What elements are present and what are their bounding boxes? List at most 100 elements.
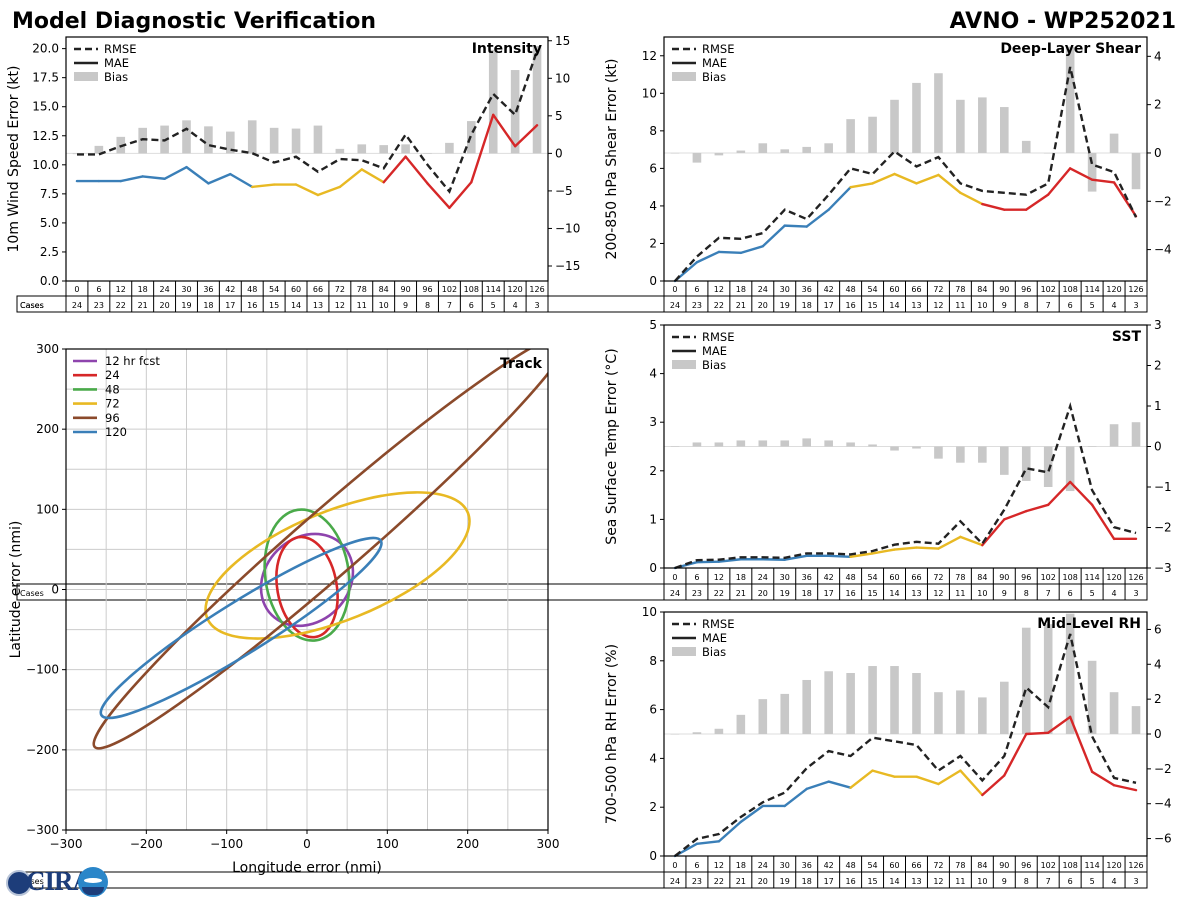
case-count-cell: 16 (247, 301, 257, 310)
mae-segment (1048, 168, 1070, 194)
bias-bar (824, 440, 833, 446)
case-count-cell: 11 (955, 877, 965, 886)
forecast-hour-cell: 126 (1128, 573, 1143, 582)
y-axis-label: Latitude error (nmi) (8, 521, 24, 659)
forecast-hour-cell: 90 (999, 285, 1009, 294)
bias-bar (802, 147, 811, 153)
bias-bar (1132, 422, 1141, 446)
forecast-hour-cell: 54 (867, 285, 877, 294)
case-count-cell: 22 (714, 301, 724, 310)
case-count-cell: 14 (889, 589, 899, 598)
track-ellipses (74, 312, 589, 772)
legend-mae-label: MAE (702, 56, 727, 70)
plot-title: Deep-Layer Shear (1000, 41, 1141, 57)
y-axis-label: 10m Wind Speed Error (kt) (6, 66, 22, 253)
cira-globe-icon (78, 867, 108, 897)
panel-track: −300−300−200−200−100−1000010010020020030… (8, 312, 589, 876)
case-count-cell: 9 (1002, 301, 1007, 310)
mae-segment (982, 519, 1004, 545)
mae-segment (741, 246, 763, 253)
bias-bar (824, 143, 833, 153)
y2tick-label: −3 (1154, 561, 1172, 575)
case-count-cell: 23 (692, 589, 702, 598)
mae-segment (1004, 734, 1026, 775)
legend-bias-swatch (672, 647, 696, 656)
case-count-cell: 17 (824, 877, 834, 886)
y2tick-label: 2 (1154, 98, 1162, 112)
bias-bar (1088, 447, 1097, 448)
case-count-cell: 11 (357, 301, 367, 310)
bias-bar (693, 153, 702, 163)
y2tick-label: 3 (1154, 318, 1162, 332)
legend-bias-label: Bias (702, 645, 726, 659)
bias-bar (824, 671, 833, 734)
case-count-cell: 3 (534, 301, 539, 310)
mae-segment (916, 175, 938, 183)
forecast-hour-cell: 66 (313, 285, 323, 294)
forecast-hour-cell: 18 (736, 861, 746, 870)
forecast-hour-cell: 66 (911, 861, 921, 870)
forecast-hour-cell: 54 (867, 861, 877, 870)
forecast-hour-cell: 120 (1106, 285, 1121, 294)
forecast-hour-cell: 48 (846, 861, 856, 870)
y2tick-label: −10 (555, 221, 580, 235)
bias-bar (715, 442, 724, 446)
y2tick-label: −1 (1154, 480, 1172, 494)
ytick-label: 10 (642, 86, 657, 100)
forecast-hour-cell: 6 (694, 285, 699, 294)
y-axis-label: 200-850 hPa Shear Error (kt) (604, 59, 620, 260)
y2tick-label: 0 (1154, 440, 1162, 454)
case-count-cell: 9 (1002, 589, 1007, 598)
forecast-hour-cell: 90 (999, 861, 1009, 870)
y2tick-label: 4 (1154, 657, 1162, 671)
mae-segment (143, 176, 165, 178)
xtick-label: −100 (210, 837, 243, 851)
forecast-hour-cell: 48 (247, 285, 257, 294)
forecast-hour-cell: 108 (1063, 285, 1078, 294)
mae-segment (318, 187, 340, 195)
forecast-hour-cell: 42 (824, 285, 834, 294)
forecast-hour-cell: 102 (442, 285, 457, 294)
case-count-cell: 7 (447, 301, 452, 310)
bias-bar (846, 442, 855, 446)
mae-segment (982, 775, 1004, 795)
legend-label: 48 (105, 382, 120, 396)
case-count-cell: 8 (425, 301, 430, 310)
bias-bar (956, 100, 965, 153)
bias-bar (978, 97, 987, 153)
legend-label: 72 (105, 397, 120, 411)
mae-segment (960, 771, 982, 795)
mae-segment (785, 226, 807, 227)
forecast-hour-cell: 42 (824, 573, 834, 582)
case-count-cell: 18 (802, 877, 812, 886)
mae-segment (807, 782, 829, 789)
forecast-hour-cell: 60 (291, 285, 301, 294)
forecast-hour-cell: 18 (736, 573, 746, 582)
mae-segment (719, 252, 741, 253)
bias-bar (868, 444, 877, 446)
case-count-cell: 21 (736, 877, 746, 886)
case-count-cell: 15 (867, 877, 877, 886)
y2tick-label: 6 (1154, 622, 1162, 636)
forecast-hour-cell: 54 (867, 573, 877, 582)
bias-bar (912, 83, 921, 153)
ytick-label: 100 (36, 502, 59, 516)
mae-segment (719, 822, 741, 842)
case-count-cell: 16 (846, 877, 856, 886)
forecast-hour-cell: 102 (1041, 861, 1056, 870)
ytick-label: 17.5 (32, 71, 59, 85)
xtick-label: 300 (537, 837, 560, 851)
case-count-cell: 14 (291, 301, 301, 310)
case-count-cell: 24 (670, 877, 680, 886)
legend-label: 24 (105, 368, 120, 382)
case-count-cell: 4 (513, 301, 518, 310)
forecast-hour-cell: 36 (802, 285, 812, 294)
forecast-hour-cell: 120 (1106, 573, 1121, 582)
y2tick-label: −2 (1154, 194, 1172, 208)
case-count-cell: 17 (824, 301, 834, 310)
case-count-cell: 17 (824, 589, 834, 598)
plot-frame (664, 37, 1147, 281)
bias-bar (270, 128, 279, 154)
forecast-hour-cell: 30 (780, 573, 790, 582)
